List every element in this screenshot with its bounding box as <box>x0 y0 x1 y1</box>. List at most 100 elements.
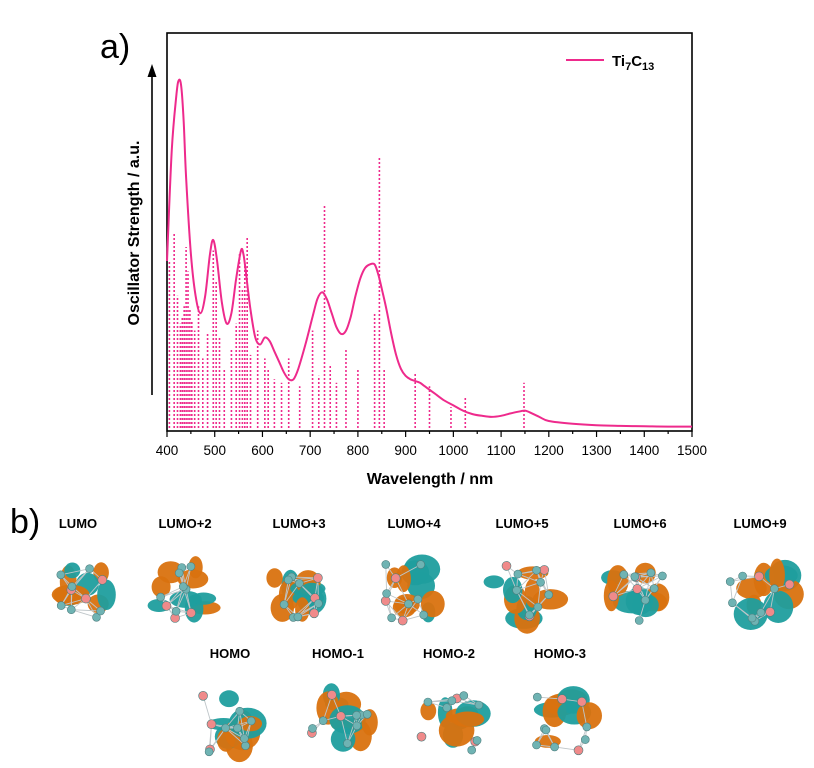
orbital-lumo-plus-2: LUMO+2 <box>147 516 221 623</box>
x-axis-ticks: 400 500 600 700 800 900 1000 1100 1200 1300 1400 15… <box>156 431 707 458</box>
atom-c <box>582 722 592 732</box>
panel-b: b) LUMO LUMO+2 LUMO+3 LUMO+4 LUMO+5 LUMO+6 LUM… <box>10 503 804 763</box>
legend: Ti7C13 <box>566 53 654 73</box>
atom-c <box>536 577 545 587</box>
orbital-lobe-negative <box>763 590 794 623</box>
x-tick-label: 1300 <box>582 443 612 458</box>
atom-c <box>619 570 629 579</box>
atom-c <box>532 565 541 575</box>
bond <box>283 583 300 605</box>
atom-c <box>92 612 101 622</box>
panel-b-label: b) <box>10 503 40 541</box>
transition-sticks <box>168 156 525 428</box>
atom-c <box>293 612 303 622</box>
atom-c <box>442 703 452 713</box>
atom-c <box>447 696 457 706</box>
atom-c <box>283 575 293 585</box>
atom-c <box>533 602 543 612</box>
orbital-lobe-positive <box>51 584 90 605</box>
plot-frame <box>166 32 693 432</box>
chart-plot-area: 400 500 600 700 800 900 1000 1100 1200 1300 1400 15… <box>156 32 707 458</box>
atom-c <box>308 724 317 733</box>
atom-ti <box>416 731 427 742</box>
atom-ti <box>206 719 217 730</box>
atom-c <box>738 571 747 581</box>
atom-c <box>525 610 534 620</box>
atom-c <box>550 742 559 752</box>
bond <box>516 590 530 616</box>
orbital-lobe-positive <box>420 701 437 721</box>
atom-c <box>513 569 523 579</box>
orbital-lobe-positive <box>157 561 184 584</box>
atom-c <box>314 599 323 608</box>
atom-c <box>156 592 165 602</box>
bond <box>60 568 90 576</box>
atom-c <box>747 613 757 623</box>
bond <box>612 576 636 597</box>
orbital-label: LUMO <box>59 516 97 531</box>
orbital-lumo-plus-5: LUMO+5 <box>483 516 569 634</box>
x-tick-label: 1400 <box>629 443 659 458</box>
atom-ti <box>309 608 319 619</box>
atom-c <box>221 723 230 733</box>
atom-c <box>413 594 423 604</box>
atom-c <box>240 734 249 743</box>
atom-ti <box>632 584 643 594</box>
x-tick-label: 1100 <box>487 443 516 458</box>
orbital-label: HOMO-3 <box>534 646 586 661</box>
orbital-label: LUMO+9 <box>733 516 786 531</box>
orbital-lobe-negative <box>191 592 217 605</box>
bond <box>202 695 212 725</box>
bond <box>385 564 388 594</box>
atom-c <box>67 605 76 615</box>
atom-ti <box>81 593 91 604</box>
x-tick-label: 500 <box>203 443 226 458</box>
x-tick-label: 800 <box>347 443 370 458</box>
bond <box>516 569 537 591</box>
orbital-lobe-negative <box>219 690 239 708</box>
orbital-lobe-negative <box>64 562 81 579</box>
orbital-lobe-positive <box>769 558 785 592</box>
atom-c <box>459 691 469 700</box>
orbital-lumo-plus-3: LUMO+3 <box>266 516 327 622</box>
atom-c <box>541 725 551 735</box>
atom-c <box>241 741 250 751</box>
orbital-lobe-positive <box>532 589 569 610</box>
atom-c <box>423 697 433 707</box>
atom-ti <box>754 571 764 582</box>
orbital-label: HOMO <box>210 646 250 661</box>
atom-c <box>179 582 188 591</box>
atom-c <box>382 589 391 598</box>
atom-c <box>174 568 184 578</box>
atom-c <box>630 572 640 582</box>
orbital-lumo-plus-4: LUMO+4 <box>380 516 445 626</box>
atom-c <box>512 585 521 595</box>
atom-c <box>352 721 362 731</box>
atom-c <box>649 584 659 593</box>
atom-c <box>532 740 541 750</box>
x-tick-label: 400 <box>156 443 179 458</box>
atom-c <box>233 723 242 733</box>
orbital-lobe-negative <box>97 579 116 610</box>
orbital-lumo: LUMO <box>51 516 116 622</box>
bond <box>347 715 358 744</box>
orbital-label: LUMO+2 <box>158 516 211 531</box>
atom-c <box>634 616 644 625</box>
atom-c <box>343 739 352 748</box>
panel-a: a) 400 500 600 700 800 900 1000 1100 1200 1300 140… <box>100 28 707 488</box>
atom-c <box>658 571 667 581</box>
orbital-homo-2: HOMO-2 <box>416 646 491 755</box>
orbital-label: HOMO-2 <box>423 646 475 661</box>
atom-ti <box>397 615 408 626</box>
orbital-lobe-positive <box>420 590 445 618</box>
atom-ti <box>390 573 401 584</box>
atom-ti <box>97 575 108 585</box>
orbital-homo-1: HOMO-1 <box>307 646 378 752</box>
atom-c <box>646 568 656 578</box>
orbital-lobe-positive <box>524 578 540 608</box>
x-tick-label: 900 <box>394 443 417 458</box>
atom-c <box>295 579 304 588</box>
atom-ti <box>784 579 795 590</box>
atom-c <box>186 562 196 571</box>
